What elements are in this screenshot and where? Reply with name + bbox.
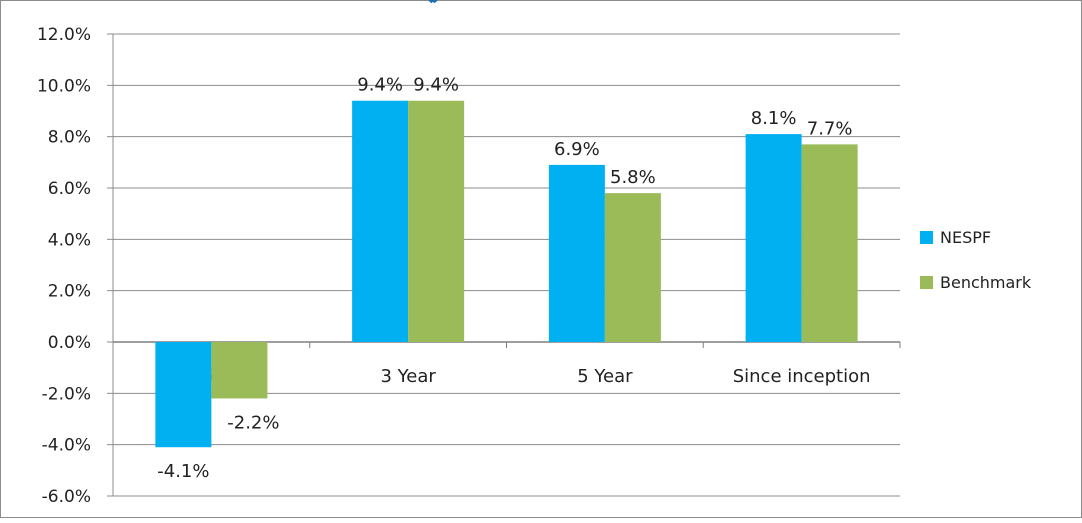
y-tick-label: 10.0% [37, 76, 91, 96]
y-tick-label: -2.0% [42, 384, 91, 404]
data-labels: -4.1% -2.2% 9.4% 9.4% 6.9% 5.8% 8.1% 7.7% [157, 75, 852, 483]
x-category-label: Since inception [733, 366, 871, 387]
data-label: -2.2% [227, 412, 279, 433]
y-tick-label: -4.0% [42, 436, 91, 456]
legend-swatch-benchmark [920, 276, 933, 289]
bar-nespf-0 [155, 342, 212, 448]
bar-nespf-2 [548, 164, 605, 342]
data-label: 6.9% [554, 139, 600, 160]
bar-nespf-1 [352, 100, 409, 342]
data-label: 7.7% [807, 118, 853, 139]
legend: NESPF Benchmark [920, 228, 1032, 292]
bar-nespf-3 [745, 134, 802, 342]
legend-swatch-nespf [920, 231, 933, 244]
bar-benchmark-2 [604, 193, 661, 342]
bars [155, 100, 858, 448]
x-category-label: 3 Year [380, 366, 436, 387]
data-label: 8.1% [751, 108, 797, 129]
x-category-label: 5 Year [577, 366, 633, 387]
y-tick-label: 6.0% [48, 179, 91, 199]
y-tick-label: 12.0% [37, 25, 91, 45]
data-label: 9.4% [413, 75, 459, 96]
y-tick-label: -6.0% [42, 487, 91, 507]
data-label: 9.4% [357, 75, 403, 96]
y-tick-label: 8.0% [48, 128, 91, 148]
legend-label-benchmark: Benchmark [940, 273, 1032, 292]
legend-label-nespf: NESPF [940, 228, 991, 247]
y-tick-label: 4.0% [48, 230, 91, 250]
data-label: 5.8% [610, 167, 656, 188]
y-tick-label: 2.0% [48, 282, 91, 302]
y-tick-label: 0.0% [48, 333, 91, 353]
title-fragment [428, 0, 438, 4]
bar-benchmark-1 [408, 100, 465, 342]
bar-benchmark-3 [801, 144, 858, 342]
bar-benchmark-0 [211, 342, 268, 399]
data-label: -4.1% [157, 461, 209, 482]
